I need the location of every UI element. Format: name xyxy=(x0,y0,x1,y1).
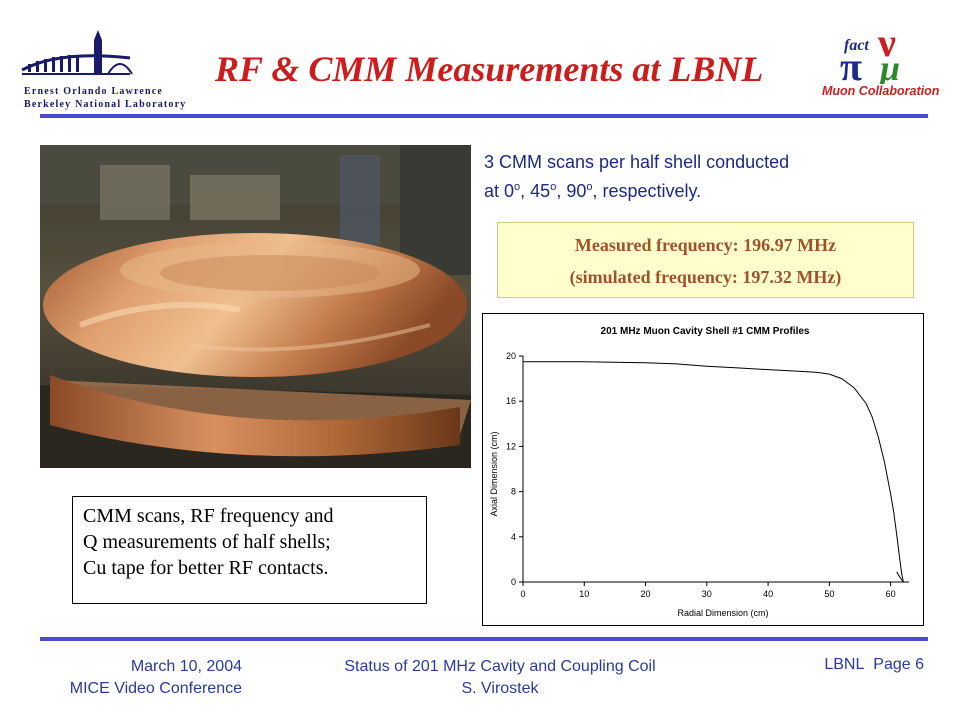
degree-mark-3: o xyxy=(586,181,593,193)
x-tick-label-0: 0 xyxy=(520,589,525,599)
svg-text:μ: μ xyxy=(878,48,900,84)
footer-event: MICE Video Conference xyxy=(69,680,242,697)
x-tick-label-5: 50 xyxy=(824,589,834,599)
x-tick-label-3: 30 xyxy=(702,589,712,599)
footer-divider xyxy=(40,637,928,641)
lbnl-building-icon xyxy=(21,30,133,75)
y-tick-label-1: 4 xyxy=(511,532,516,542)
y-tick-label-0: 0 xyxy=(511,577,516,587)
lbnl-logo: Ernest Orlando Lawrence Berkeley Nationa… xyxy=(10,28,205,110)
caption-line1: CMM scans, RF frequency and xyxy=(83,505,334,527)
muon-collaboration-text: Muon Collaboration xyxy=(822,84,940,98)
header-divider xyxy=(40,114,928,118)
footer-page: Page 6 xyxy=(873,656,924,673)
slide-title: RF & CMM Measurements at LBNL xyxy=(215,49,764,89)
footer-lab: LBNL xyxy=(824,656,865,673)
x-tick-label-1: 10 xyxy=(579,589,589,599)
svg-text:π: π xyxy=(840,44,862,84)
nufact-mu-pi-icon: fact π ν μ xyxy=(840,20,900,89)
chart-xlabel: Radial Dimension (cm) xyxy=(677,608,768,618)
profile-series-1 xyxy=(896,571,904,583)
logo-fact-text: fact xyxy=(844,37,869,54)
measured-frequency: Measured frequency: 196.97 MHz xyxy=(574,235,837,255)
y-tick-label-2: 8 xyxy=(511,487,516,497)
note-line1: 3 CMM scans per half shell conducted xyxy=(484,152,790,172)
muon-collaboration-logo: fact π ν μ Muon Collaboration xyxy=(820,18,940,104)
x-tick-label-4: 40 xyxy=(763,589,773,599)
footer-talk-title: Status of 201 MHz Cavity and Coupling Co… xyxy=(344,658,656,675)
y-tick-label-4: 16 xyxy=(506,396,516,406)
cmm-scan-note: 3 CMM scans per half shell conducted at … xyxy=(484,150,924,204)
simulated-frequency: (simulated frequency: 197.32 MHz) xyxy=(569,267,842,287)
chart-title: 201 MHz Muon Cavity Shell #1 CMM Profile… xyxy=(601,326,810,337)
footer-center: Status of 201 MHz Cavity and Coupling Co… xyxy=(300,656,700,700)
caption-box: CMM scans, RF frequency and Q measuremen… xyxy=(72,496,427,604)
y-tick-label-3: 12 xyxy=(506,441,516,451)
footer-right: LBNL Page 6 xyxy=(770,656,924,674)
lbnl-name-line2: Berkeley National Laboratory xyxy=(24,99,187,110)
y-tick-label-5: 20 xyxy=(506,351,516,361)
footer-author: S. Virostek xyxy=(461,680,539,697)
degree-mark-1: o xyxy=(514,181,521,193)
x-tick-label-6: 60 xyxy=(886,589,896,599)
note-line2: at 0o, 45o, 90o, respectively. xyxy=(484,181,702,201)
frequency-box: Measured frequency: 196.97 MHz (simulate… xyxy=(497,222,914,298)
chart-svg: 201 MHz Muon Cavity Shell #1 CMM Profile… xyxy=(489,326,909,618)
footer-date: March 10, 2004 xyxy=(130,658,242,675)
degree-mark-2: o xyxy=(550,181,557,193)
profile-series-0 xyxy=(523,361,904,583)
caption-line2: Q measurements of half shells; xyxy=(83,531,331,553)
footer-left: March 10, 2004 MICE Video Conference xyxy=(36,656,242,700)
caption-line3: Cu tape for better RF contacts. xyxy=(83,557,329,579)
chart-ylabel: Axial Dimension (cm) xyxy=(489,431,499,516)
svg-text:ν: ν xyxy=(877,20,896,65)
cavity-shell-photo xyxy=(40,145,471,468)
lbnl-name-line1: Ernest Orlando Lawrence xyxy=(24,86,164,97)
x-tick-label-2: 20 xyxy=(641,589,651,599)
cmm-profile-chart: 201 MHz Muon Cavity Shell #1 CMM Profile… xyxy=(482,313,924,626)
